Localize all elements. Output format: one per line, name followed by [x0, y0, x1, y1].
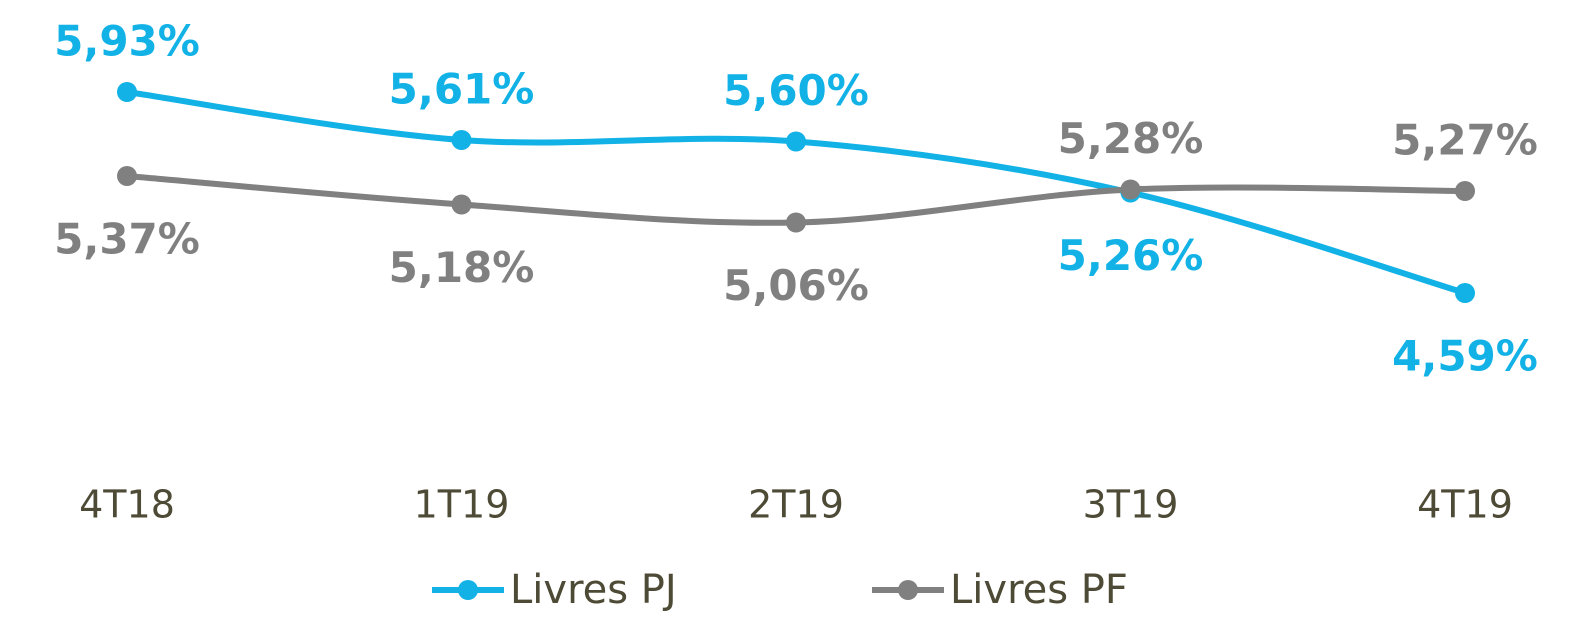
point: [1120, 179, 1141, 200]
legend-marker: [898, 580, 918, 600]
data-label: 5,18%: [389, 243, 535, 292]
x-tick-label: 4T19: [1417, 483, 1513, 527]
x-tick-label: 4T18: [79, 483, 175, 527]
legend-label: Livres PF: [950, 567, 1128, 613]
data-label: 5,27%: [1392, 116, 1538, 165]
data-label: 4,59%: [1392, 332, 1538, 381]
x-tick-label: 3T19: [1083, 483, 1179, 527]
data-label: 5,61%: [389, 65, 535, 114]
x-tick-label: 2T19: [748, 483, 844, 527]
legend-marker: [458, 580, 478, 600]
data-label: 5,93%: [54, 17, 200, 66]
x-tick-label: 1T19: [414, 483, 510, 527]
point: [451, 194, 472, 215]
point: [451, 130, 472, 150]
point: [1455, 283, 1475, 303]
legend-label: Livres PJ: [510, 567, 677, 613]
data-label: 5,37%: [54, 215, 200, 264]
data-label: 5,06%: [723, 261, 869, 310]
point: [786, 131, 806, 152]
point: [1455, 181, 1475, 201]
point: [117, 166, 137, 186]
data-label: 5,28%: [1058, 114, 1204, 163]
point: [117, 82, 137, 102]
point: [786, 212, 806, 233]
data-label: 5,26%: [1058, 231, 1204, 280]
data-label: 5,60%: [723, 66, 869, 115]
